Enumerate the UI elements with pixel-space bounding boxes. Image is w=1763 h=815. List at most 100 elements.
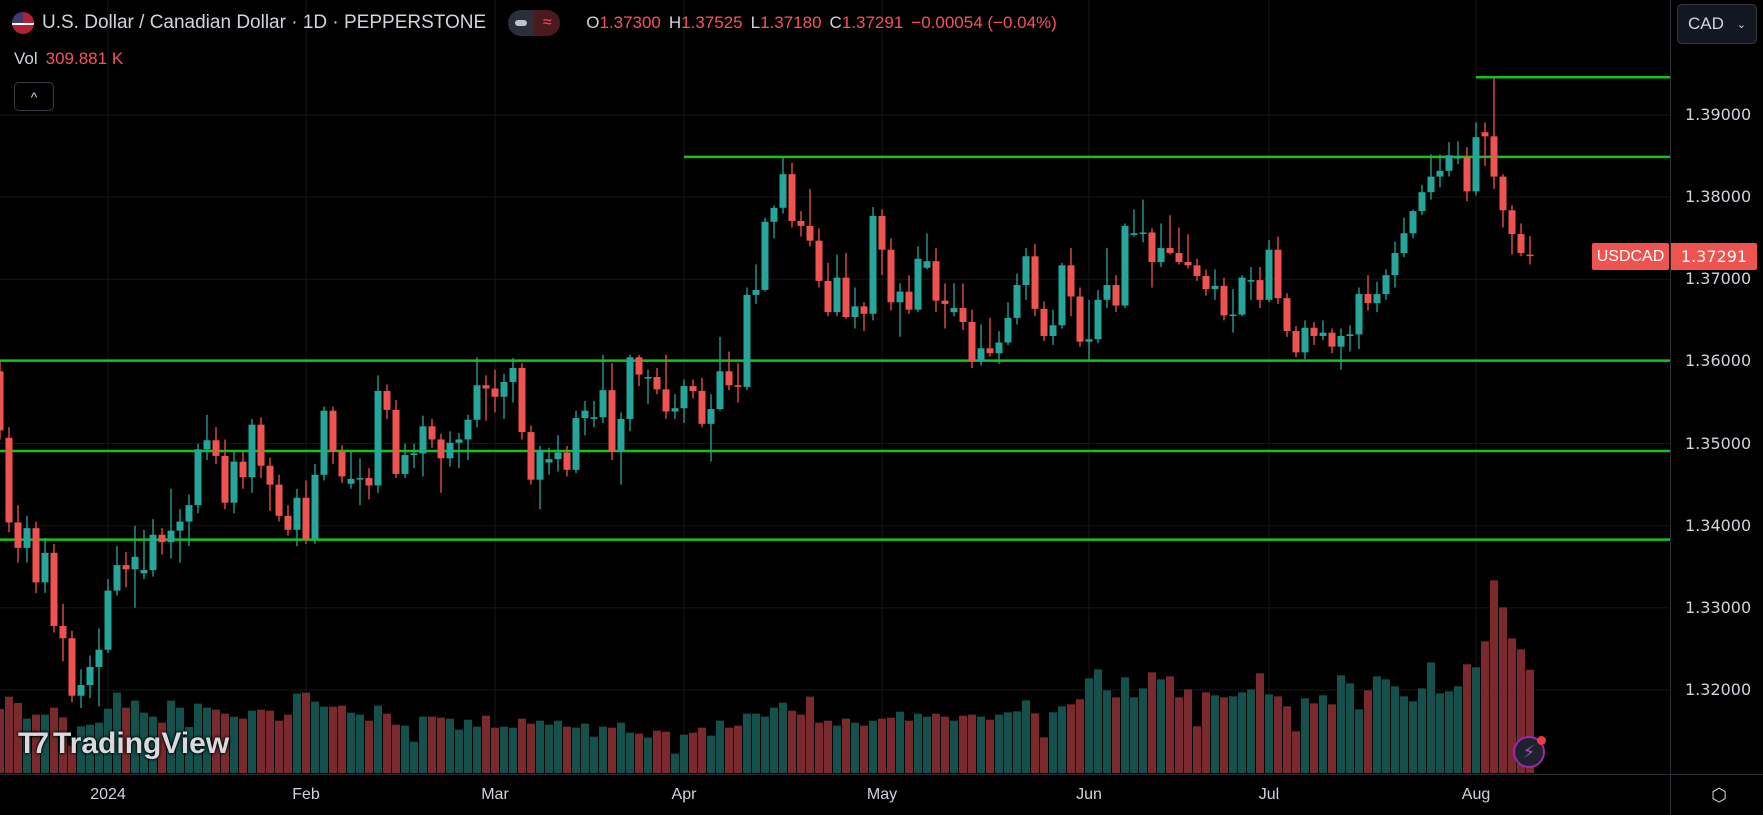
candle xyxy=(536,446,544,510)
candle-body xyxy=(518,367,526,433)
candle-body xyxy=(365,478,373,486)
candle xyxy=(995,331,1003,364)
volume-bar xyxy=(311,701,319,773)
candle-body xyxy=(896,291,904,303)
candle xyxy=(1463,147,1471,202)
symbol-title[interactable]: U.S. Dollar / Canadian Dollar · 1D · PEP… xyxy=(42,12,487,33)
candle xyxy=(428,418,436,448)
volume-bar xyxy=(1265,694,1273,773)
candle-body xyxy=(779,174,787,208)
volume-bar xyxy=(1526,669,1534,773)
volume-bar xyxy=(1085,678,1093,773)
collapse-legend-button[interactable]: ^ xyxy=(14,82,54,111)
candle-body xyxy=(968,321,976,362)
candle xyxy=(527,425,535,485)
candle-body xyxy=(707,409,715,424)
volume-bar xyxy=(1211,695,1219,773)
volume-bar xyxy=(50,707,58,773)
candle-body xyxy=(581,410,589,419)
volume-bar xyxy=(653,730,661,773)
candle-body xyxy=(1526,254,1534,257)
candle xyxy=(230,450,238,514)
candle-body xyxy=(671,408,679,412)
notification-dot xyxy=(1537,736,1546,745)
candle-body xyxy=(86,666,94,686)
candle xyxy=(374,375,382,493)
candle-body xyxy=(293,497,301,530)
candle-body xyxy=(824,280,832,313)
volume-bar xyxy=(788,710,796,773)
candle xyxy=(509,358,517,403)
candle xyxy=(986,317,994,357)
candle xyxy=(806,188,814,247)
candle-body xyxy=(383,390,391,410)
candle-body xyxy=(527,432,535,480)
candle-body xyxy=(1202,275,1210,290)
candle xyxy=(1184,234,1192,269)
volume-bar xyxy=(572,727,580,773)
price-chart[interactable] xyxy=(0,0,1670,774)
volume-bar xyxy=(851,722,859,773)
candle-body xyxy=(95,649,103,667)
volume-bar xyxy=(1274,696,1282,773)
candle-body xyxy=(1175,252,1183,263)
candle xyxy=(1301,320,1309,359)
candle xyxy=(761,217,769,292)
candle xyxy=(1436,154,1444,188)
candle-body xyxy=(1103,285,1111,300)
minus-icon[interactable] xyxy=(508,10,535,36)
candle xyxy=(1490,77,1498,189)
candle-body xyxy=(1220,285,1228,316)
candle-body xyxy=(1382,275,1390,295)
wave-icon[interactable]: ≈ xyxy=(534,10,561,36)
candle-body xyxy=(1229,314,1237,317)
candle xyxy=(905,275,913,314)
candle xyxy=(284,505,292,536)
candle xyxy=(5,427,13,533)
candle-body xyxy=(212,440,220,456)
candle xyxy=(167,488,175,559)
candle-body xyxy=(356,478,364,480)
tradingview-logo[interactable]: T7 TradingView xyxy=(18,727,229,761)
candle-body xyxy=(5,437,13,523)
candle xyxy=(635,354,643,387)
candle-body xyxy=(437,439,445,459)
lightning-button[interactable]: ⚡ xyxy=(1513,736,1546,768)
volume-bar xyxy=(527,723,535,773)
volume-bar xyxy=(1148,672,1156,773)
horizontal-levels[interactable] xyxy=(0,75,1670,541)
candle-body xyxy=(1040,308,1048,336)
candle-body xyxy=(113,565,121,591)
candle xyxy=(896,283,904,337)
us-flag-icon xyxy=(12,12,34,34)
candle-body xyxy=(500,381,508,397)
candle-body xyxy=(770,207,778,222)
volume-bar xyxy=(203,707,211,773)
candle xyxy=(1238,275,1246,317)
candle xyxy=(797,211,805,237)
change-value: −0.00054 (−0.04%) xyxy=(911,13,1057,32)
tradingview-wordmark: TradingView xyxy=(53,727,230,760)
volume-bar xyxy=(365,720,373,773)
volume-bar xyxy=(1238,692,1246,773)
candle-body xyxy=(1481,132,1489,137)
currency-select[interactable]: CAD ⌄ xyxy=(1677,4,1757,44)
volume-bar xyxy=(194,703,202,773)
price-tick-label: 1.37000 xyxy=(1685,269,1752,289)
candle-body xyxy=(563,452,571,470)
settings-gear-icon[interactable]: ⬡ xyxy=(1711,784,1727,805)
price-tick-label: 1.33000 xyxy=(1685,597,1752,617)
candle-body xyxy=(104,590,112,650)
volume-bar xyxy=(896,711,904,773)
chart-mode-toggle[interactable]: ≈ xyxy=(508,10,561,36)
candle xyxy=(788,162,796,228)
candle-body xyxy=(248,424,256,478)
candle-body xyxy=(1337,335,1345,347)
volume-bar xyxy=(1058,706,1066,773)
volume-bar xyxy=(1202,692,1210,773)
volume-bar xyxy=(770,707,778,773)
candle-body xyxy=(509,367,517,382)
candle xyxy=(581,400,589,436)
volume-bar xyxy=(419,716,427,773)
candle-body xyxy=(266,465,274,485)
